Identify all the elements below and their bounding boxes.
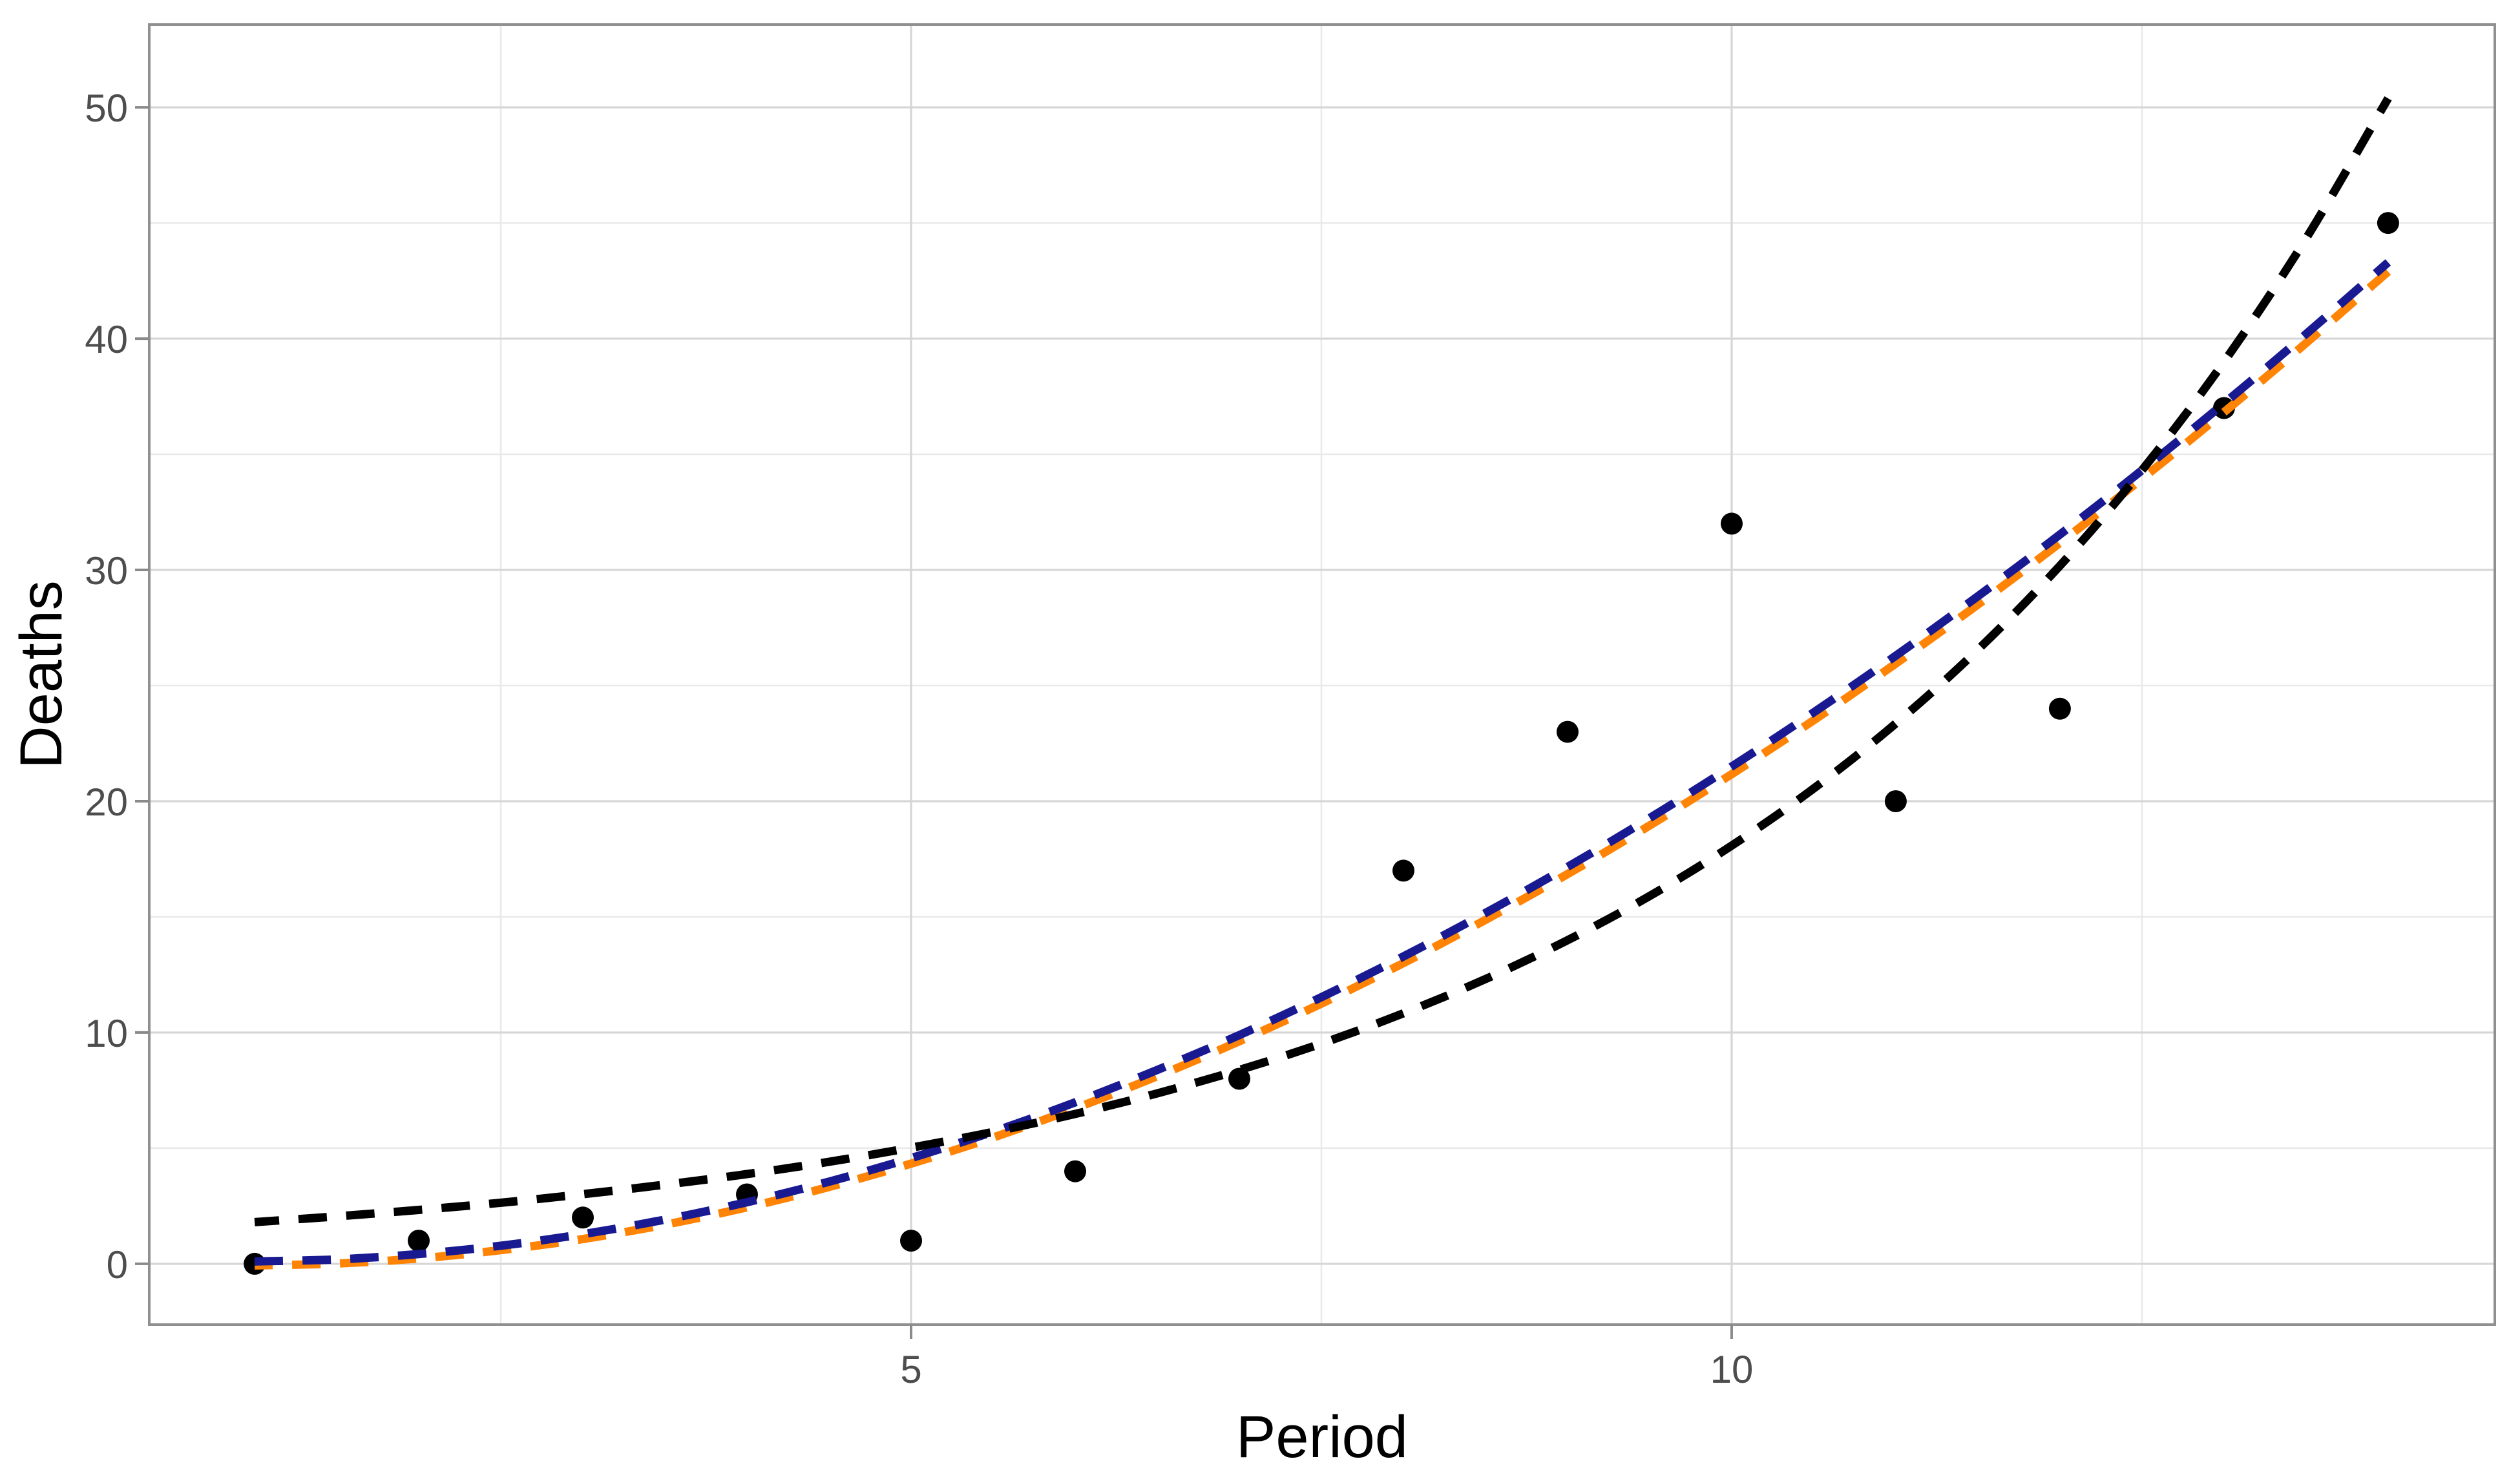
y-axis-tick-label: 50: [85, 87, 128, 130]
y-axis-tick-label: 0: [107, 1243, 128, 1286]
data-point: [1721, 512, 1743, 535]
y-axis-tick-label: 10: [85, 1012, 128, 1055]
y-axis-title: Deaths: [8, 580, 74, 769]
data-point: [1228, 1067, 1250, 1090]
data-point: [900, 1230, 922, 1252]
panel-border: [148, 23, 2496, 1326]
data-point: [1392, 859, 1414, 882]
y-axis-tick-label: 20: [85, 781, 128, 824]
data-point: [408, 1230, 430, 1252]
data-point: [1064, 1160, 1086, 1182]
data-point: [2048, 697, 2071, 720]
fit-blue-dashed: [254, 259, 2391, 1266]
fit-orange-dashed: [254, 268, 2391, 1270]
fit-black-exponential-dashed: [254, 96, 2392, 1226]
data-point: [572, 1206, 594, 1229]
x-axis-title: Period: [1236, 1404, 1408, 1470]
data-point: [1557, 720, 1579, 743]
x-axis-tick-label: 10: [1710, 1348, 1754, 1391]
x-axis-tick-label: 5: [900, 1348, 921, 1391]
y-axis-tick-label: 40: [85, 318, 128, 361]
data-point: [1884, 790, 1907, 812]
y-axis-tick-label: 30: [85, 549, 128, 593]
data-point: [2377, 212, 2399, 235]
plot-generated-layer: 5 10 0 10 20 30 40 50: [85, 23, 2496, 1391]
